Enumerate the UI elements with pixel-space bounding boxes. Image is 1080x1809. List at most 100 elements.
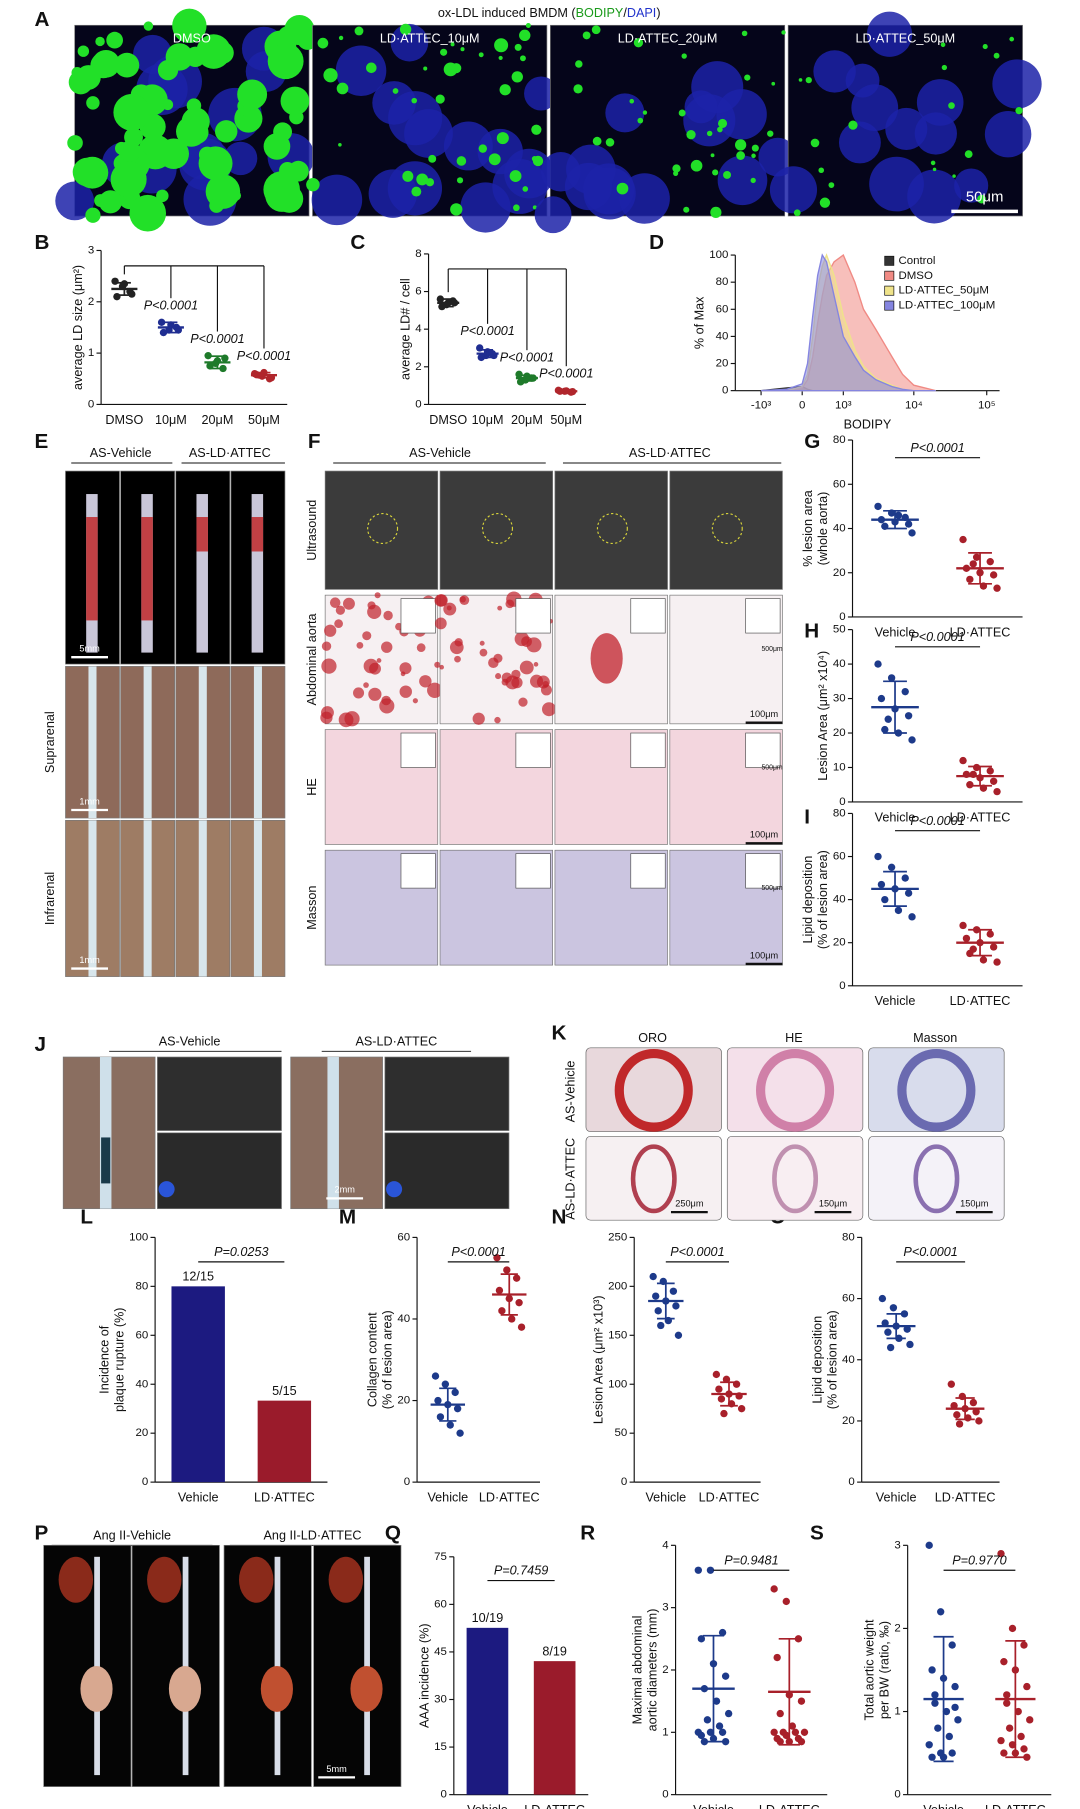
lipid-droplet [710, 206, 722, 218]
data-point [878, 1294, 887, 1303]
data-point [986, 558, 994, 566]
data-point [1020, 1641, 1028, 1649]
data-point [989, 777, 998, 785]
image-label: LD·ATTEC_50μM [856, 31, 956, 45]
panel-label: C [350, 231, 365, 254]
data-point [782, 1597, 790, 1606]
data-point [966, 575, 974, 584]
x-tick-label: LD·ATTEC [950, 810, 1011, 824]
y-axis-label: (% of lesion area) [825, 1310, 839, 1409]
data-point [512, 1274, 521, 1282]
y-tick-label: 20 [833, 567, 846, 579]
stain [356, 641, 364, 649]
stain [459, 595, 470, 606]
data-point [894, 511, 903, 519]
data-point [894, 906, 903, 915]
image [585, 1135, 722, 1221]
x-axis-label: BODIPY [844, 417, 892, 431]
lesion [196, 517, 208, 552]
title-part: ) [656, 6, 660, 20]
stain [321, 658, 337, 674]
y-tick-label: 20 [833, 727, 846, 739]
y-tick-label: 1 [894, 1706, 900, 1718]
lipid-droplet [531, 124, 542, 135]
lipid-droplet [113, 94, 150, 131]
panel-label: A [34, 8, 49, 31]
y-tick-label: 0 [441, 1789, 447, 1801]
p-value: P<0.0001 [670, 1245, 724, 1259]
stain [381, 641, 393, 653]
data-point [788, 1722, 797, 1730]
lipid-droplet [67, 135, 83, 151]
lipid-droplet [723, 170, 732, 179]
data-point [972, 553, 981, 561]
lipid-droplet [76, 156, 109, 189]
image [868, 1135, 1005, 1221]
stain [374, 592, 381, 599]
data-point [773, 1653, 781, 1662]
lipid-droplet [162, 99, 174, 111]
data-point [887, 863, 896, 871]
data-point [451, 1388, 459, 1397]
data-point [953, 1411, 961, 1419]
nucleus [335, 45, 387, 96]
scale-bar-label: 5mm [326, 1764, 347, 1774]
aorta [143, 666, 152, 819]
bar [257, 1400, 312, 1483]
y-tick-label: 100 [709, 249, 728, 261]
data-point [721, 1672, 730, 1680]
x-tick-label: Vehicle [467, 1803, 508, 1809]
data-point [446, 1421, 454, 1429]
vessel [630, 1144, 677, 1214]
lipid-droplet [338, 35, 344, 41]
x-tick-label: 50μM [248, 413, 280, 427]
lipid-droplet [336, 82, 349, 95]
data-point [969, 1398, 978, 1407]
data-point [706, 1728, 715, 1736]
lipid-droplet [499, 84, 511, 96]
label: AS-Vehicle [90, 446, 152, 460]
lipid-droplet [793, 209, 801, 217]
lipid-droplet [114, 52, 140, 78]
y-tick-label: 0 [415, 398, 421, 410]
x-tick-label: -10³ [751, 400, 772, 412]
data-point [1005, 1724, 1014, 1732]
nucleus [388, 91, 443, 146]
legend-label: LD·ATTEC_50μM [898, 285, 989, 297]
stain [399, 662, 412, 675]
lipid-droplet [751, 153, 756, 159]
image [157, 1132, 282, 1210]
title-part: / [623, 6, 627, 20]
vessel [897, 1048, 976, 1132]
legend-label: Control [898, 255, 935, 267]
data-point [947, 1380, 955, 1388]
lipid-droplet [402, 170, 414, 182]
lipid-droplet [488, 153, 501, 166]
inset [515, 732, 551, 768]
nucleus [992, 59, 1042, 109]
y-tick-label: 3 [88, 244, 94, 256]
x-tick-label: Vehicle [693, 1803, 734, 1809]
y-tick-label: 60 [833, 851, 846, 863]
kidney [328, 1556, 364, 1603]
y-tick-label: 1 [88, 347, 94, 359]
y-tick-label: 0 [662, 1789, 668, 1801]
image [726, 1135, 864, 1221]
stain [518, 697, 528, 707]
y-tick-label: 1 [662, 1726, 668, 1738]
nucleus [460, 182, 511, 233]
data-point [889, 1304, 898, 1312]
data-point [948, 1749, 956, 1757]
data-point [908, 529, 916, 537]
stain [412, 698, 418, 704]
y-axis-label: (% of lesion area) [816, 850, 830, 949]
lipid-droplet [165, 43, 194, 71]
lipid-droplet [993, 52, 1000, 59]
stain [368, 687, 382, 701]
y-axis-label: Lipid deposition [810, 1316, 824, 1404]
label: Ang II-LD·ATTEC [264, 1528, 362, 1542]
panel-label: G [804, 430, 820, 453]
data-point [128, 290, 136, 298]
lipid-droplet [672, 164, 681, 173]
data-point [438, 302, 446, 311]
